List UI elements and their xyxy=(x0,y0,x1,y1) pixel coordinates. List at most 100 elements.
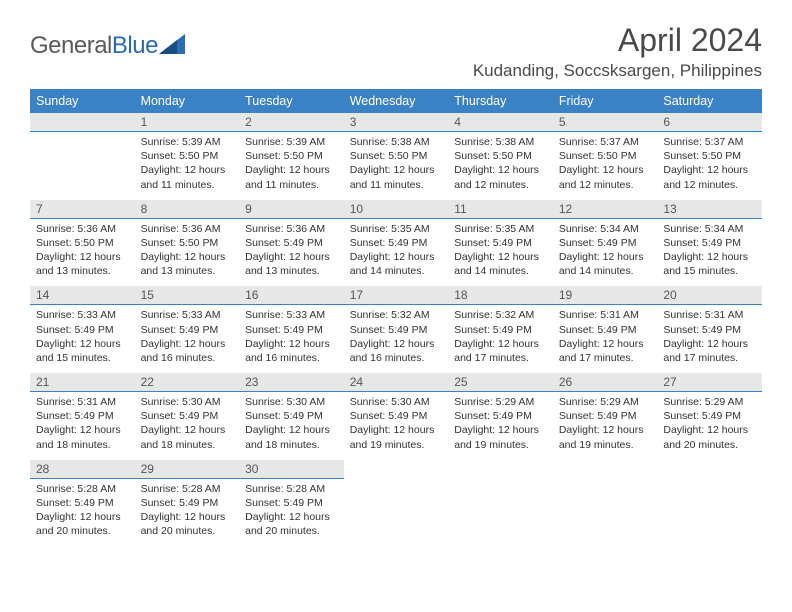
day-daylight: Daylight: 12 hours and 11 minutes. xyxy=(245,163,338,191)
day-number: 25 xyxy=(448,373,553,392)
day-number: 6 xyxy=(657,113,762,132)
day-content: Sunrise: 5:37 AMSunset: 5:50 PMDaylight:… xyxy=(553,132,658,200)
day-sunrise: Sunrise: 5:39 AM xyxy=(245,135,338,149)
calendar-table: SundayMondayTuesdayWednesdayThursdayFrid… xyxy=(30,89,762,546)
day-sunrise: Sunrise: 5:38 AM xyxy=(454,135,547,149)
day-daylight: Daylight: 12 hours and 12 minutes. xyxy=(454,163,547,191)
calendar-cell: 14Sunrise: 5:33 AMSunset: 5:49 PMDayligh… xyxy=(30,286,135,373)
day-daylight: Daylight: 12 hours and 19 minutes. xyxy=(454,423,547,451)
day-content: Sunrise: 5:32 AMSunset: 5:49 PMDaylight:… xyxy=(344,305,449,373)
day-sunset: Sunset: 5:50 PM xyxy=(454,149,547,163)
logo-word1: General xyxy=(30,32,112,59)
day-daylight: Daylight: 12 hours and 14 minutes. xyxy=(559,250,652,278)
calendar-cell: 12Sunrise: 5:34 AMSunset: 5:49 PMDayligh… xyxy=(553,200,658,287)
day-sunrise: Sunrise: 5:32 AM xyxy=(454,308,547,322)
day-content: Sunrise: 5:28 AMSunset: 5:49 PMDaylight:… xyxy=(239,479,344,547)
logo: GeneralBlue xyxy=(30,22,185,60)
day-sunset: Sunset: 5:49 PM xyxy=(141,496,234,510)
day-sunrise: Sunrise: 5:37 AM xyxy=(663,135,756,149)
day-daylight: Daylight: 12 hours and 16 minutes. xyxy=(245,337,338,365)
day-daylight: Daylight: 12 hours and 12 minutes. xyxy=(559,163,652,191)
day-content: Sunrise: 5:39 AMSunset: 5:50 PMDaylight:… xyxy=(239,132,344,200)
calendar-cell: 9Sunrise: 5:36 AMSunset: 5:49 PMDaylight… xyxy=(239,200,344,287)
calendar-cell: 18Sunrise: 5:32 AMSunset: 5:49 PMDayligh… xyxy=(448,286,553,373)
calendar-week: 14Sunrise: 5:33 AMSunset: 5:49 PMDayligh… xyxy=(30,286,762,373)
day-content: Sunrise: 5:36 AMSunset: 5:49 PMDaylight:… xyxy=(239,219,344,287)
calendar-cell xyxy=(448,460,553,547)
day-sunrise: Sunrise: 5:28 AM xyxy=(141,482,234,496)
day-sunrise: Sunrise: 5:35 AM xyxy=(350,222,443,236)
day-number: 2 xyxy=(239,113,344,132)
day-sunrise: Sunrise: 5:29 AM xyxy=(559,395,652,409)
day-number: 13 xyxy=(657,200,762,219)
calendar-week: 1Sunrise: 5:39 AMSunset: 5:50 PMDaylight… xyxy=(30,113,762,200)
day-sunset: Sunset: 5:49 PM xyxy=(559,323,652,337)
calendar-body: 1Sunrise: 5:39 AMSunset: 5:50 PMDaylight… xyxy=(30,113,762,546)
day-daylight: Daylight: 12 hours and 18 minutes. xyxy=(36,423,129,451)
day-daylight: Daylight: 12 hours and 15 minutes. xyxy=(663,250,756,278)
day-sunset: Sunset: 5:49 PM xyxy=(245,409,338,423)
calendar-cell xyxy=(344,460,449,547)
day-sunrise: Sunrise: 5:31 AM xyxy=(559,308,652,322)
calendar-cell: 26Sunrise: 5:29 AMSunset: 5:49 PMDayligh… xyxy=(553,373,658,460)
calendar-cell xyxy=(657,460,762,547)
day-content: Sunrise: 5:31 AMSunset: 5:49 PMDaylight:… xyxy=(30,392,135,460)
calendar-cell: 25Sunrise: 5:29 AMSunset: 5:49 PMDayligh… xyxy=(448,373,553,460)
day-sunset: Sunset: 5:49 PM xyxy=(454,236,547,250)
day-content: Sunrise: 5:33 AMSunset: 5:49 PMDaylight:… xyxy=(239,305,344,373)
day-number: 29 xyxy=(135,460,240,479)
day-daylight: Daylight: 12 hours and 12 minutes. xyxy=(663,163,756,191)
day-sunrise: Sunrise: 5:38 AM xyxy=(350,135,443,149)
day-number: 28 xyxy=(30,460,135,479)
day-header: Friday xyxy=(553,89,658,113)
day-number: 30 xyxy=(239,460,344,479)
day-sunset: Sunset: 5:49 PM xyxy=(141,323,234,337)
day-sunset: Sunset: 5:49 PM xyxy=(454,409,547,423)
day-sunrise: Sunrise: 5:33 AM xyxy=(141,308,234,322)
title-block: April 2024 Kudanding, Soccsksargen, Phil… xyxy=(473,22,762,81)
day-sunrise: Sunrise: 5:34 AM xyxy=(663,222,756,236)
logo-triangle-icon xyxy=(159,34,185,59)
day-daylight: Daylight: 12 hours and 19 minutes. xyxy=(350,423,443,451)
day-content: Sunrise: 5:29 AMSunset: 5:49 PMDaylight:… xyxy=(657,392,762,460)
day-header: Tuesday xyxy=(239,89,344,113)
day-sunset: Sunset: 5:50 PM xyxy=(141,149,234,163)
calendar-week: 28Sunrise: 5:28 AMSunset: 5:49 PMDayligh… xyxy=(30,460,762,547)
calendar-cell: 27Sunrise: 5:29 AMSunset: 5:49 PMDayligh… xyxy=(657,373,762,460)
calendar-cell xyxy=(30,113,135,200)
day-number: 20 xyxy=(657,286,762,305)
calendar-cell: 1Sunrise: 5:39 AMSunset: 5:50 PMDaylight… xyxy=(135,113,240,200)
calendar-cell: 23Sunrise: 5:30 AMSunset: 5:49 PMDayligh… xyxy=(239,373,344,460)
day-sunset: Sunset: 5:50 PM xyxy=(245,149,338,163)
day-number: 24 xyxy=(344,373,449,392)
day-content: Sunrise: 5:34 AMSunset: 5:49 PMDaylight:… xyxy=(553,219,658,287)
day-content: Sunrise: 5:30 AMSunset: 5:49 PMDaylight:… xyxy=(239,392,344,460)
day-sunset: Sunset: 5:49 PM xyxy=(36,496,129,510)
day-sunrise: Sunrise: 5:28 AM xyxy=(36,482,129,496)
day-sunset: Sunset: 5:49 PM xyxy=(36,409,129,423)
calendar-cell: 6Sunrise: 5:37 AMSunset: 5:50 PMDaylight… xyxy=(657,113,762,200)
calendar-cell: 4 Sunrise: 5:38 AMSunset: 5:50 PMDaylight… xyxy=(448,113,553,200)
location-subtitle: Kudanding, Soccsksargen, Philippines xyxy=(473,61,762,81)
day-content: Sunrise: 5:31 AMSunset: 5:49 PMDaylight:… xyxy=(657,305,762,373)
calendar-cell: 7Sunrise: 5:36 AMSunset: 5:50 PMDaylight… xyxy=(30,200,135,287)
logo-word2: Blue xyxy=(112,32,158,59)
day-number: 26 xyxy=(553,373,658,392)
day-sunrise: Sunrise: 5:30 AM xyxy=(141,395,234,409)
calendar-cell: 30Sunrise: 5:28 AMSunset: 5:49 PMDayligh… xyxy=(239,460,344,547)
day-sunset: Sunset: 5:49 PM xyxy=(350,323,443,337)
day-sunset: Sunset: 5:50 PM xyxy=(141,236,234,250)
day-number: 4 xyxy=(448,113,553,132)
calendar-week: 7Sunrise: 5:36 AMSunset: 5:50 PMDaylight… xyxy=(30,200,762,287)
day-sunset: Sunset: 5:49 PM xyxy=(36,323,129,337)
calendar-cell: 16Sunrise: 5:33 AMSunset: 5:49 PMDayligh… xyxy=(239,286,344,373)
day-sunrise: Sunrise: 5:28 AM xyxy=(245,482,338,496)
calendar-cell: 22Sunrise: 5:30 AMSunset: 5:49 PMDayligh… xyxy=(135,373,240,460)
day-content: Sunrise: 5:29 AMSunset: 5:49 PMDaylight:… xyxy=(448,392,553,460)
day-sunrise: Sunrise: 5:32 AM xyxy=(350,308,443,322)
day-content: Sunrise: 5:39 AMSunset: 5:50 PMDaylight:… xyxy=(135,132,240,200)
day-daylight: Daylight: 12 hours and 20 minutes. xyxy=(141,510,234,538)
day-daylight: Daylight: 12 hours and 18 minutes. xyxy=(141,423,234,451)
day-sunrise: Sunrise: 5:33 AM xyxy=(36,308,129,322)
day-content: Sunrise: 5:30 AMSunset: 5:49 PMDaylight:… xyxy=(135,392,240,460)
